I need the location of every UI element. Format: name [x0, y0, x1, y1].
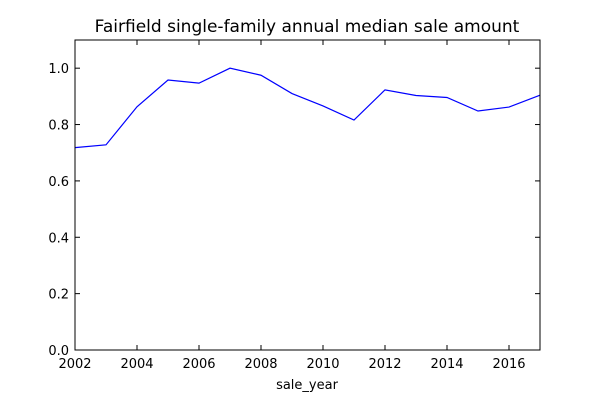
y-tick-label: 0.8: [48, 119, 69, 134]
x-axis-label: sale_year: [276, 378, 339, 393]
x-tick-label: 2002: [58, 357, 91, 372]
x-tick-label: 2004: [120, 357, 153, 372]
chart-title: Fairfield single-family annual median sa…: [95, 17, 520, 37]
y-axis: 0.0 0.2 0.4 0.6 0.8 1.0: [48, 62, 540, 359]
y-tick-label: 0.2: [48, 288, 69, 303]
x-axis: 2002 2004 2006 2008 2010 2012 2014 2016: [58, 40, 526, 372]
plot-frame: [74, 39, 541, 351]
plot-area: [74, 67, 541, 149]
x-tick-label: 2012: [368, 357, 401, 372]
x-tick-label: 2006: [182, 357, 215, 372]
x-tick-label: 2008: [244, 357, 277, 372]
x-tick-label: 2010: [306, 357, 339, 372]
y-tick-label: 0.6: [48, 175, 69, 190]
series-line: [74, 67, 541, 149]
x-tick-label: 2016: [492, 357, 525, 372]
x-tick-label: 2014: [430, 357, 463, 372]
y-tick-label: 0.4: [48, 231, 69, 246]
y-tick-label: 1.0: [48, 62, 69, 77]
y-tick-label: 0.0: [48, 344, 69, 359]
